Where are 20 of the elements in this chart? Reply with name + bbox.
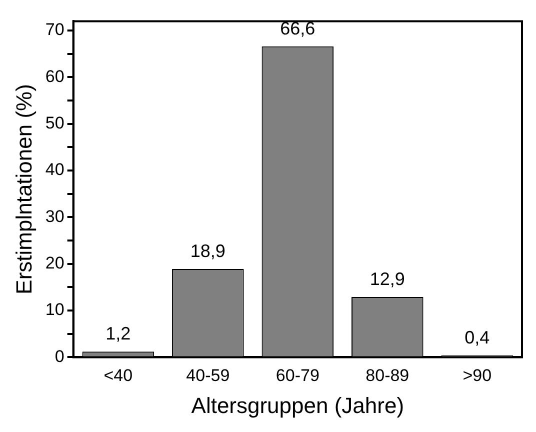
x-tick-label: 40-59 [186,366,230,386]
y-axis-title: Erstimplntationen (%) [11,84,36,294]
data-label: 18,9 [190,240,226,261]
y-tick-label: 20 [45,254,64,273]
y-tick-label: 40 [45,160,64,180]
y-tick-label: 0 [54,346,64,366]
data-label: 66,6 [280,18,316,38]
data-label: 0,4 [464,327,490,348]
y-tick-label: 60 [45,66,64,86]
x-tick-label: <40 [104,366,133,386]
data-label: 12,9 [370,268,405,289]
y-tick-label: 70 [45,20,64,40]
y-tick-label: 50 [45,114,64,133]
y-tick-label: 30 [45,206,64,226]
x-tick-label: >90 [462,366,492,386]
y-tick-label: 10 [45,300,64,320]
x-tick-label: 60-79 [276,366,320,386]
x-tick-label: 80-89 [366,366,410,386]
x-axis-title: Altersgruppen (Jahre) [191,392,404,418]
data-label: 1,2 [106,324,131,344]
